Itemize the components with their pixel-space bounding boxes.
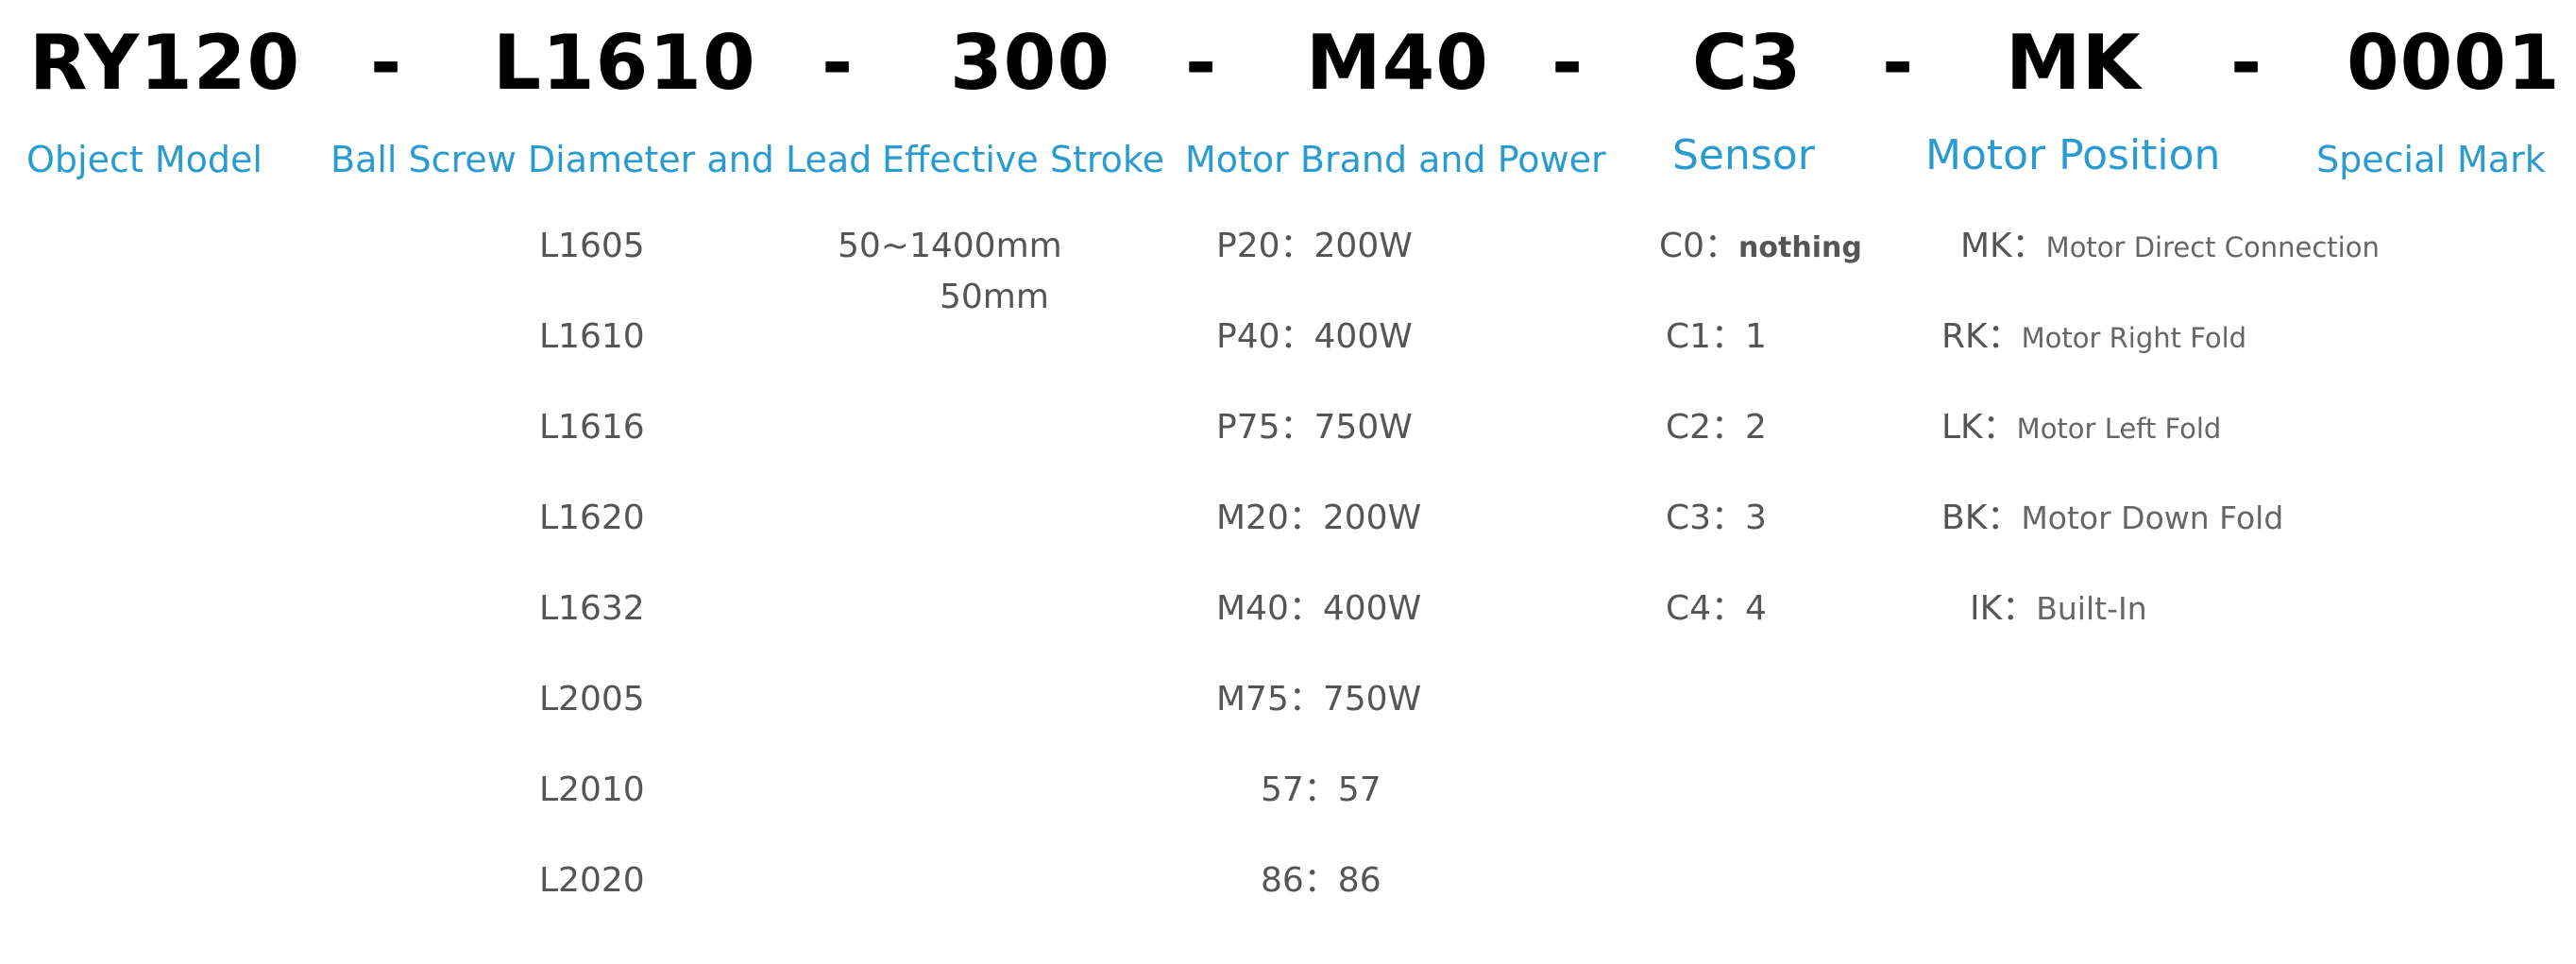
motor-option: 57：57 xyxy=(1261,770,1381,809)
code-segment: RY120 xyxy=(29,19,301,107)
motor-position-option: BK：Motor Down Fold xyxy=(1941,497,2283,540)
code-separator: - xyxy=(1882,19,1915,107)
motor-position-desc: Motor Right Fold xyxy=(2021,322,2247,354)
motor-position-code: IK： xyxy=(1970,589,2037,628)
column-label: Motor Position xyxy=(1925,131,2221,179)
code-segment: L1610 xyxy=(493,19,756,107)
sensor-desc: 1 xyxy=(1745,317,1767,356)
column-label: Motor Brand and Power xyxy=(1185,139,1606,180)
code-segment: MK xyxy=(2006,19,2142,107)
sensor-desc: 2 xyxy=(1745,408,1767,447)
motor-position-desc: Motor Down Fold xyxy=(2021,499,2284,536)
column-label: Effective Stroke xyxy=(882,139,1164,180)
code-segment: M40 xyxy=(1306,19,1489,107)
motor-position-option: MK：Motor Direct Connection xyxy=(1960,225,2380,269)
code-segment: 0001 xyxy=(2347,19,2561,107)
column-label: Sensor xyxy=(1672,131,1815,179)
code-segment: C3 xyxy=(1692,19,1803,107)
column-label: Object Model xyxy=(26,139,263,180)
sensor-option: C1：1 xyxy=(1666,315,1767,359)
motor-option: P20：200W xyxy=(1216,227,1413,265)
motor-position-option: LK：Motor Left Fold xyxy=(1941,406,2221,450)
sensor-option: C0：nothing xyxy=(1659,225,1862,270)
stroke-range: 50~1400mm xyxy=(838,227,1062,265)
motor-position-code: BK： xyxy=(1941,499,2022,537)
sensor-code: C4： xyxy=(1666,589,1746,628)
motor-position-option: IK：Built-In xyxy=(1970,587,2147,631)
stroke-step: 50mm xyxy=(940,278,1049,316)
motor-option: M75：750W xyxy=(1216,680,1422,719)
column-label: Ball Screw Diameter and Lead xyxy=(330,139,873,180)
motor-position-code: LK： xyxy=(1941,408,2017,447)
code-separator: - xyxy=(1551,19,1585,107)
code-separator: - xyxy=(822,19,855,107)
sensor-code: C2： xyxy=(1666,408,1746,447)
motor-option: 86：86 xyxy=(1261,861,1381,900)
ball-screw-option: L1605 xyxy=(539,227,645,265)
sensor-option: C3：3 xyxy=(1666,497,1767,540)
sensor-code: C0： xyxy=(1659,227,1739,265)
ball-screw-option: L2005 xyxy=(539,680,645,719)
ball-screw-option: L1610 xyxy=(539,317,645,356)
code-separator: - xyxy=(1185,19,1218,107)
sensor-code: C3： xyxy=(1666,499,1746,537)
motor-position-desc: Motor Left Fold xyxy=(2016,413,2222,445)
sensor-option: C4：4 xyxy=(1666,587,1767,631)
motor-position-desc: Built-In xyxy=(2036,590,2147,627)
motor-option: P75：750W xyxy=(1216,408,1413,447)
motor-position-code: MK： xyxy=(1960,227,2046,265)
motor-position-desc: Motor Direct Connection xyxy=(2045,231,2380,263)
sensor-code: C1： xyxy=(1666,317,1746,356)
motor-option: M20：200W xyxy=(1216,499,1422,537)
code-separator: - xyxy=(370,19,403,107)
ball-screw-option: L1616 xyxy=(539,408,645,447)
motor-option: P40：400W xyxy=(1216,317,1413,356)
sensor-desc: nothing xyxy=(1738,231,1862,264)
sensor-desc: 3 xyxy=(1745,499,1767,537)
ball-screw-option: L1620 xyxy=(539,499,645,537)
ball-screw-option: L2010 xyxy=(539,770,645,809)
sensor-option: C2：2 xyxy=(1666,406,1767,449)
motor-option: M40：400W xyxy=(1216,589,1422,628)
column-label: Special Mark xyxy=(2316,139,2546,180)
sensor-desc: 4 xyxy=(1745,589,1767,628)
code-separator: - xyxy=(2230,19,2263,107)
code-segment: 300 xyxy=(950,19,1110,107)
ball-screw-option: L2020 xyxy=(539,861,645,900)
motor-position-code: RK： xyxy=(1941,317,2022,356)
motor-position-option: RK：Motor Right Fold xyxy=(1941,315,2246,360)
ball-screw-option: L1632 xyxy=(539,589,645,628)
